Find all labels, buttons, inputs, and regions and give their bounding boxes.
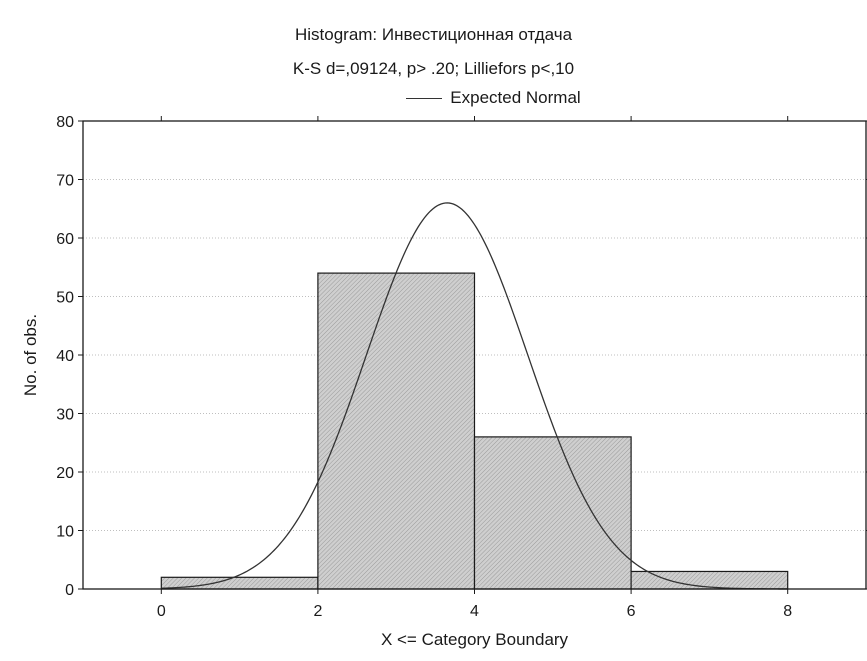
- y-tick-label-20: 20: [56, 465, 74, 482]
- y-tick-label-10: 10: [56, 524, 74, 541]
- y-tick-label-70: 70: [56, 173, 74, 190]
- legend: Expected Normal: [0, 88, 867, 108]
- x-tick-label-6: 6: [627, 603, 636, 620]
- x-axis-title: X <= Category Boundary: [381, 630, 569, 649]
- y-tick-label-60: 60: [56, 231, 74, 248]
- x-tick-label-4: 4: [470, 603, 479, 620]
- legend-line-swatch: [406, 97, 443, 99]
- y-tick-label-50: 50: [56, 290, 74, 307]
- expected-normal-curve: [161, 202, 788, 590]
- x-tick-label-2: 2: [313, 603, 322, 620]
- histogram-bar-2: [317, 272, 476, 590]
- y-tick-label-40: 40: [56, 348, 74, 365]
- y-axis-title: No. of obs.: [21, 314, 40, 396]
- x-tick-label-0: 0: [157, 603, 166, 620]
- chart-title: Histogram: Инвестиционная отдача: [294, 25, 573, 44]
- y-tick-label-30: 30: [56, 407, 74, 424]
- histogram-bar-3: [473, 436, 632, 590]
- chart-subtitle: K-S d=,09124, p> .20; Lilliefors p<,10: [292, 59, 575, 78]
- legend-label-expected-normal: Expected Normal: [450, 88, 581, 107]
- histogram-bar-4: [630, 570, 789, 590]
- y-tick-label-80: 80: [56, 114, 74, 131]
- y-tick-label-0: 0: [65, 582, 74, 599]
- x-tick-label-8: 8: [783, 603, 792, 620]
